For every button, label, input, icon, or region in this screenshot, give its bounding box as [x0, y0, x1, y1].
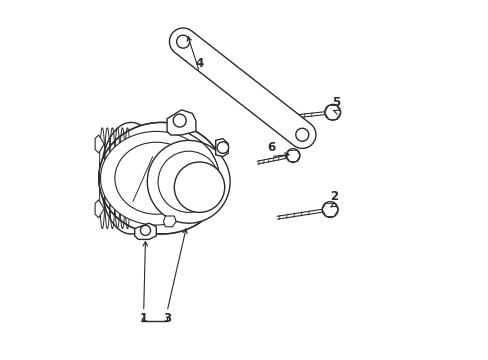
Ellipse shape: [147, 140, 230, 223]
Ellipse shape: [101, 131, 212, 225]
Polygon shape: [163, 216, 176, 227]
Text: 4: 4: [195, 57, 203, 69]
Circle shape: [173, 114, 186, 127]
Circle shape: [217, 142, 228, 153]
Polygon shape: [95, 135, 104, 153]
Text: 6: 6: [266, 141, 275, 154]
Text: 1: 1: [140, 312, 147, 325]
Circle shape: [295, 128, 308, 141]
Ellipse shape: [158, 151, 219, 212]
Text: 5: 5: [331, 96, 340, 109]
Polygon shape: [134, 223, 156, 239]
Circle shape: [176, 35, 189, 48]
Text: 2: 2: [329, 190, 337, 203]
Polygon shape: [167, 110, 196, 135]
Circle shape: [324, 104, 340, 120]
Polygon shape: [215, 139, 228, 157]
Circle shape: [140, 225, 150, 235]
Circle shape: [285, 149, 299, 162]
Ellipse shape: [99, 122, 224, 234]
Polygon shape: [169, 28, 315, 148]
Circle shape: [322, 202, 337, 217]
Ellipse shape: [101, 122, 162, 234]
Polygon shape: [95, 200, 104, 218]
Ellipse shape: [115, 142, 197, 214]
Ellipse shape: [174, 162, 224, 212]
Text: 3: 3: [163, 312, 171, 325]
